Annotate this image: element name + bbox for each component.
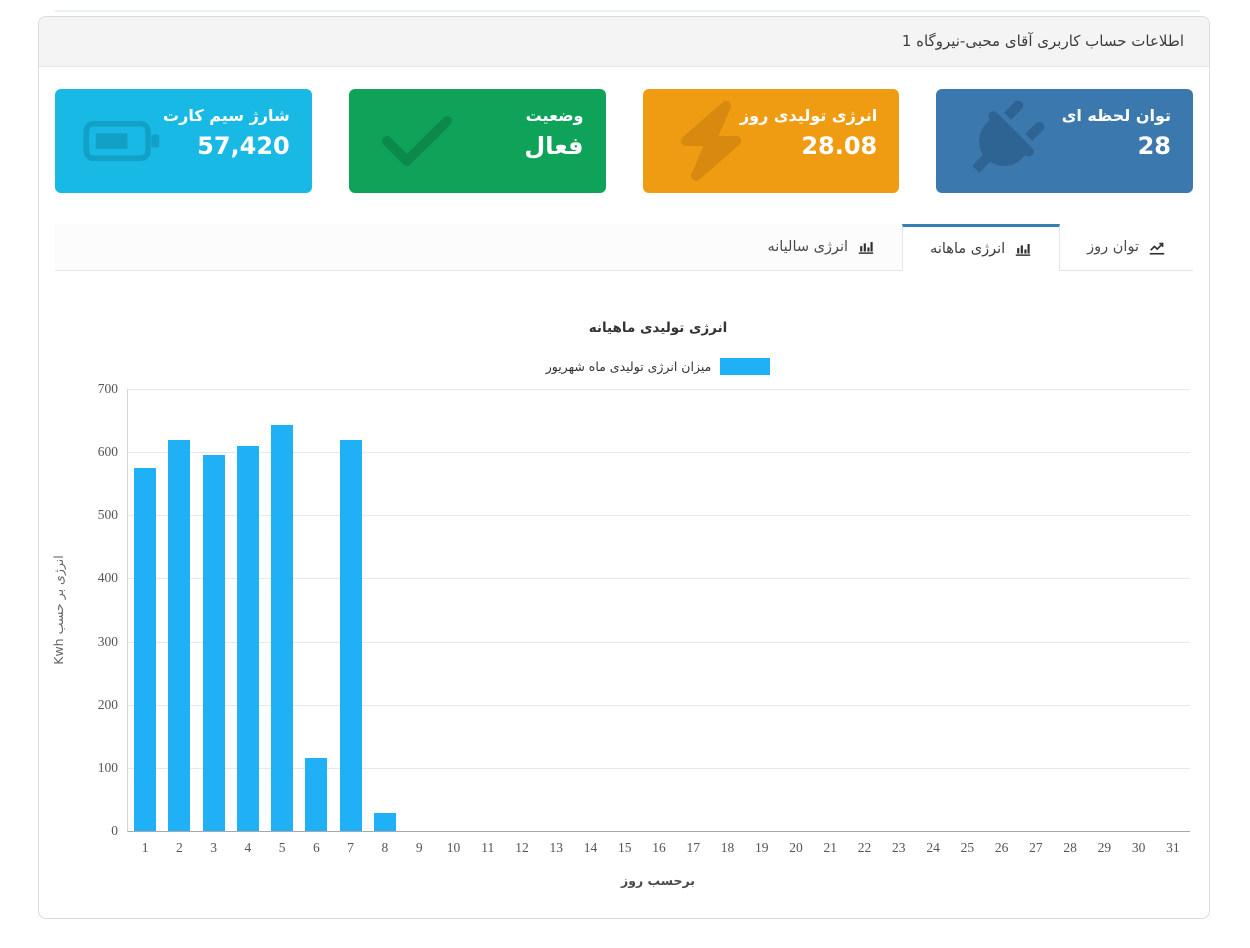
bar-day-1[interactable]: [134, 467, 157, 831]
account-panel: اطلاعات حساب کاربری آقای محبی-نیروگاه 1 …: [38, 16, 1210, 919]
top-divider: [55, 10, 1200, 12]
y-tick-100: 100: [97, 759, 118, 775]
gridline: [128, 704, 1190, 706]
x-tick-8: 8: [381, 840, 389, 855]
gridline: [128, 767, 1190, 769]
tabs-bar: توان روز انرژی ماهانه: [55, 224, 1193, 271]
x-tick-11: 11: [481, 840, 495, 855]
tab-monthly-energy[interactable]: انرژی ماهانه: [902, 224, 1061, 271]
bar-day-5[interactable]: [271, 425, 294, 831]
x-tick-29: 29: [1097, 840, 1112, 855]
gridline: [128, 578, 1190, 580]
x-tick-15: 15: [617, 840, 632, 855]
gridline: [128, 515, 1190, 517]
x-tick-31: 31: [1166, 840, 1180, 855]
line-chart-icon: [1148, 238, 1166, 256]
gridline: [128, 389, 1190, 390]
gridline: [128, 641, 1190, 643]
x-tick-23: 23: [892, 840, 906, 855]
x-tick-18: 18: [720, 840, 735, 855]
x-tick-22: 22: [857, 840, 872, 855]
y-axis-title: انرژی بر حسب Kwh: [51, 555, 66, 665]
stat-card-sim-charge: شارژ سیم کارت 57,420: [55, 89, 312, 193]
x-tick-7: 7: [347, 840, 355, 855]
y-tick-0: 0: [111, 823, 118, 838]
bar-day-3[interactable]: [202, 454, 225, 831]
x-tick-25: 25: [960, 840, 975, 855]
x-tick-4: 4: [244, 840, 252, 855]
chart-legend[interactable]: میزان انرژی تولیدی ماه شهریور: [127, 358, 1189, 375]
chart-title: انرژی تولیدی ماهیانه: [588, 320, 728, 336]
x-tick-5: 5: [278, 840, 286, 855]
x-axis-title: برحسب روز: [621, 873, 695, 888]
x-tick-1: 1: [141, 840, 149, 855]
y-tick-700: 700: [97, 381, 118, 396]
bar-day-6[interactable]: [305, 758, 328, 831]
x-tick-3: 3: [210, 840, 218, 855]
card-title: وضعیت: [525, 106, 584, 125]
stat-card-instant-power: توان لحظه ای 28: [936, 89, 1193, 193]
card-title: توان لحظه ای: [1061, 106, 1171, 125]
bar-chart-icon: [1014, 240, 1032, 258]
card-value: 57,420: [197, 131, 290, 160]
x-tick-21: 21: [823, 840, 838, 855]
tab-label: انرژی سالیانه: [767, 239, 849, 255]
x-tick-30: 30: [1131, 840, 1146, 855]
battery-icon: [83, 101, 163, 181]
bar-day-7[interactable]: [339, 439, 362, 831]
x-tick-14: 14: [583, 840, 598, 855]
panel-header-title: اطلاعات حساب کاربری آقای محبی-نیروگاه 1: [39, 17, 1209, 67]
monthly-energy-chart: انرژی تولیدی ماهیانه میزان انرژی تولیدی …: [39, 300, 1211, 920]
x-tick-13: 13: [549, 840, 563, 855]
x-tick-6: 6: [313, 840, 320, 855]
legend-label: میزان انرژی تولیدی ماه شهریور: [545, 359, 712, 374]
y-tick-500: 500: [97, 507, 118, 523]
bar-day-8[interactable]: [373, 813, 396, 831]
x-tick-10: 10: [446, 840, 461, 855]
x-tick-20: 20: [789, 840, 803, 855]
stat-card-daily-energy: انرژی تولیدی روز 28.08: [642, 89, 900, 193]
tab-label: انرژی ماهانه: [930, 241, 1006, 257]
stat-card-status: وضعیت فعال: [348, 89, 606, 193]
plug-icon: [964, 100, 1045, 181]
x-tick-26: 26: [994, 840, 1009, 855]
x-tick-9: 9: [415, 840, 423, 855]
bolt-icon: [671, 101, 751, 181]
y-tick-300: 300: [97, 633, 118, 649]
y-tick-400: 400: [97, 570, 118, 586]
gridline: [128, 452, 1190, 454]
x-tick-28: 28: [1063, 840, 1077, 855]
tab-label: توان روز: [1087, 239, 1139, 255]
x-tick-19: 19: [755, 840, 769, 855]
x-tick-17: 17: [686, 840, 701, 855]
x-tick-12: 12: [515, 840, 529, 855]
bar-day-2[interactable]: [168, 439, 191, 831]
card-title: انرژی تولیدی روز: [739, 106, 878, 125]
stat-cards-row: توان لحظه ای 28 انرژی تولیدی روز 28.08 و…: [39, 67, 1209, 193]
card-title: شارژ سیم کارت: [163, 106, 290, 125]
tab-yearly-energy[interactable]: انرژی سالیانه: [740, 224, 902, 270]
tab-day-power[interactable]: توان روز: [1060, 224, 1193, 270]
card-value: فعال: [524, 131, 584, 160]
card-value: 28: [1137, 131, 1171, 160]
x-tick-24: 24: [926, 840, 940, 855]
legend-swatch: [720, 358, 771, 375]
bar-chart-icon: [857, 238, 875, 256]
check-icon: [377, 101, 457, 181]
x-tick-16: 16: [652, 840, 666, 855]
y-tick-200: 200: [97, 696, 118, 712]
bar-day-4[interactable]: [236, 445, 259, 831]
plot-area: 0 100 200 300 400 500 600 700 1 2 3 4 5 6 7 8 9 10 11 12 13 1…: [98, 381, 1190, 855]
x-tick-2: 2: [176, 840, 183, 855]
y-tick-600: 600: [97, 444, 118, 460]
card-value: 28.08: [801, 131, 878, 160]
x-tick-27: 27: [1029, 840, 1043, 855]
